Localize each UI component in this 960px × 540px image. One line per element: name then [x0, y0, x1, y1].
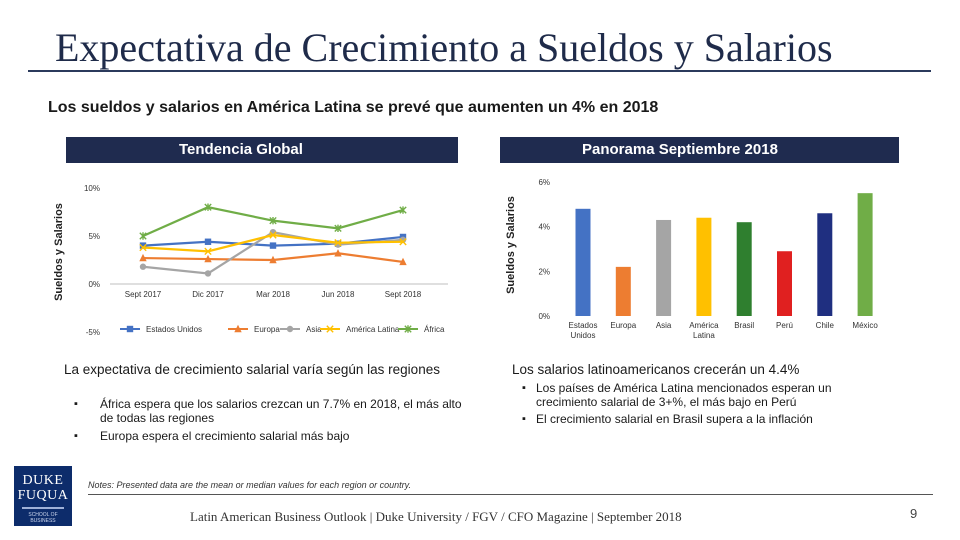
bar-5 — [777, 251, 792, 316]
bar-3 — [696, 217, 712, 316]
right-bullet: Los países de América Latina mencionados… — [520, 381, 880, 409]
banner-september-overview: Panorama Septiembre 2018 — [500, 137, 899, 163]
banner-global-trend-label: Tendencia Global — [179, 141, 303, 158]
logo-line2: FUQUA — [17, 488, 69, 503]
bar-xtick: América — [689, 321, 719, 330]
logo-divider — [22, 507, 64, 509]
logo-text: DUKE FUQUA — [14, 473, 72, 503]
left-bullet: África espera que los salarios crezcan u… — [72, 397, 462, 425]
line-point — [204, 270, 212, 277]
bar-xtick: Brasil — [734, 321, 754, 330]
line-legend-marker — [234, 324, 242, 333]
line-chart-ytick: 10% — [84, 184, 100, 193]
left-bullet-list: África espera que los salarios crezcan u… — [72, 397, 462, 447]
line-legend-label: América Latina — [346, 325, 400, 334]
banner-global-trend: Tendencia Global — [66, 137, 458, 163]
right-heading: Los salarios latinoamericanos crecerán u… — [512, 362, 800, 377]
line-legend-label: África — [424, 325, 445, 334]
line-point — [399, 206, 407, 214]
line-chart-ytick: 5% — [88, 232, 100, 241]
line-point — [139, 263, 147, 270]
line-point — [269, 216, 277, 225]
line-point — [204, 254, 212, 263]
line-legend-marker — [326, 325, 334, 333]
bar-xtick: Latina — [693, 331, 715, 340]
line-point — [204, 238, 212, 245]
bar-chart-ytick: 2% — [538, 267, 550, 276]
line-legend-marker — [126, 325, 134, 333]
bar-xtick: Estados — [569, 321, 598, 330]
footnote: Notes: Presented data are the mean or me… — [88, 480, 412, 490]
line-point — [399, 257, 407, 266]
bar-xtick: Perú — [776, 321, 793, 330]
line-legend-marker — [404, 325, 412, 333]
bar-chart-ylabel: Sueldos y Salarios — [505, 196, 517, 294]
line-point — [269, 242, 277, 249]
line-point — [139, 242, 147, 249]
line-chart-xtick: Dic 2017 — [192, 290, 224, 299]
line-point — [399, 238, 407, 246]
line-chart-xtick: Mar 2018 — [256, 290, 290, 299]
duke-fuqua-logo: DUKE FUQUA SCHOOL OF BUSINESS — [14, 466, 72, 526]
line-legend-label: Estados Unidos — [146, 325, 202, 334]
banner-september-overview-label: Panorama Septiembre 2018 — [582, 141, 778, 158]
logo-line1: DUKE — [22, 473, 64, 488]
line-point — [334, 224, 342, 233]
bar-chart-ytick: 4% — [538, 223, 550, 232]
line-point — [334, 239, 342, 247]
bar-1 — [615, 266, 631, 316]
line-series-2 — [142, 230, 404, 275]
bar-chart-ytick: 6% — [538, 178, 550, 187]
line-legend-marker — [286, 325, 294, 333]
bar-2 — [656, 219, 672, 316]
line-point — [139, 243, 147, 252]
line-chart-xtick: Sept 2018 — [385, 290, 422, 299]
bar-chart-ytick: 0% — [538, 312, 550, 321]
line-chart: Sueldos y Salarios 10% 5% 0% -5% Sept 2017 Dic… — [53, 184, 448, 337]
line-point — [204, 203, 212, 211]
bar-6 — [817, 213, 833, 316]
right-bullet: El crecimiento salarial en Brasil supera… — [520, 412, 880, 426]
footer-divider — [88, 494, 933, 495]
footer-source: Latin American Business Outlook | Duke U… — [190, 509, 682, 524]
line-point — [204, 247, 212, 256]
line-chart-xtick: Sept 2017 — [125, 290, 162, 299]
bar-0 — [575, 208, 591, 316]
left-heading: La expectativa de crecimiento salarial v… — [64, 362, 440, 377]
subtitle: Los sueldos y salarios en América Latina… — [48, 99, 659, 116]
line-point — [269, 255, 277, 264]
line-point — [269, 231, 277, 239]
line-chart-ylabel: Sueldos y Salarios — [53, 203, 65, 301]
bar-xtick: Europa — [610, 321, 636, 330]
line-chart-xtick: Jun 2018 — [322, 290, 355, 299]
bar-xtick: Chile — [816, 321, 835, 330]
title-divider — [28, 70, 931, 72]
line-point — [139, 253, 147, 262]
bar-xtick: Unidos — [571, 331, 596, 340]
left-bullet: Europa espera el crecimiento salarial má… — [72, 429, 462, 443]
line-legend-label: Asia — [306, 325, 322, 334]
bar-xtick: México — [852, 321, 878, 330]
line-point — [334, 249, 342, 257]
bar-4 — [736, 222, 752, 316]
bar-7 — [857, 193, 873, 316]
right-bullet-list: Los países de América Latina mencionados… — [520, 381, 880, 429]
logo-tagline: SCHOOL OF BUSINESS — [28, 512, 58, 524]
line-chart-ytick: -5% — [86, 328, 100, 337]
page-number: 9 — [910, 506, 918, 521]
line-point — [139, 232, 147, 240]
bar-xtick: Asia — [656, 321, 672, 330]
line-legend-label: Europa — [254, 325, 280, 334]
line-chart-ytick: 0% — [88, 280, 100, 289]
page-title: Expectativa de Crecimiento a Sueldos y S… — [55, 25, 833, 70]
